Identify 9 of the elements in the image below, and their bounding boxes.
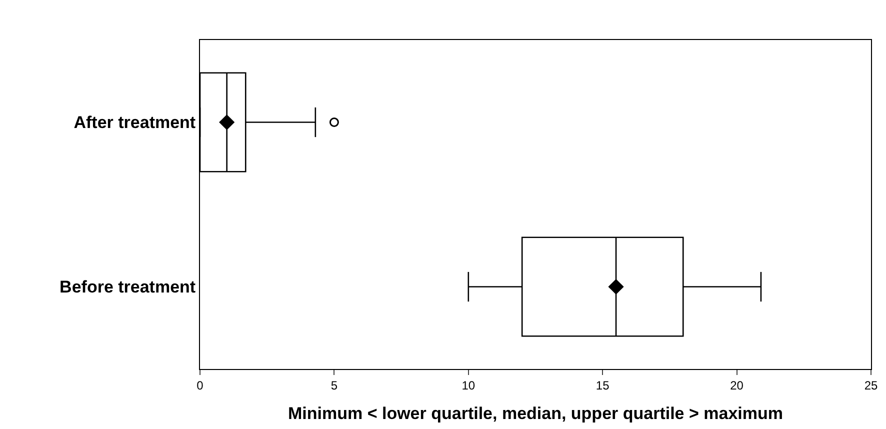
x-tick-label: 20 [730,378,744,392]
x-tick-label: 5 [330,378,338,392]
x-tick-label: 0 [196,378,204,392]
x-tick-label: 25 [864,378,878,392]
x-tick-label: 15 [596,378,610,392]
y-tick-label: After treatment [74,113,196,132]
y-tick-label: Before treatment [60,278,196,297]
x-tick-label: 10 [462,378,476,392]
x-axis-title: Minimum < lower quartile, median, upper quartile > maximum [288,404,784,423]
